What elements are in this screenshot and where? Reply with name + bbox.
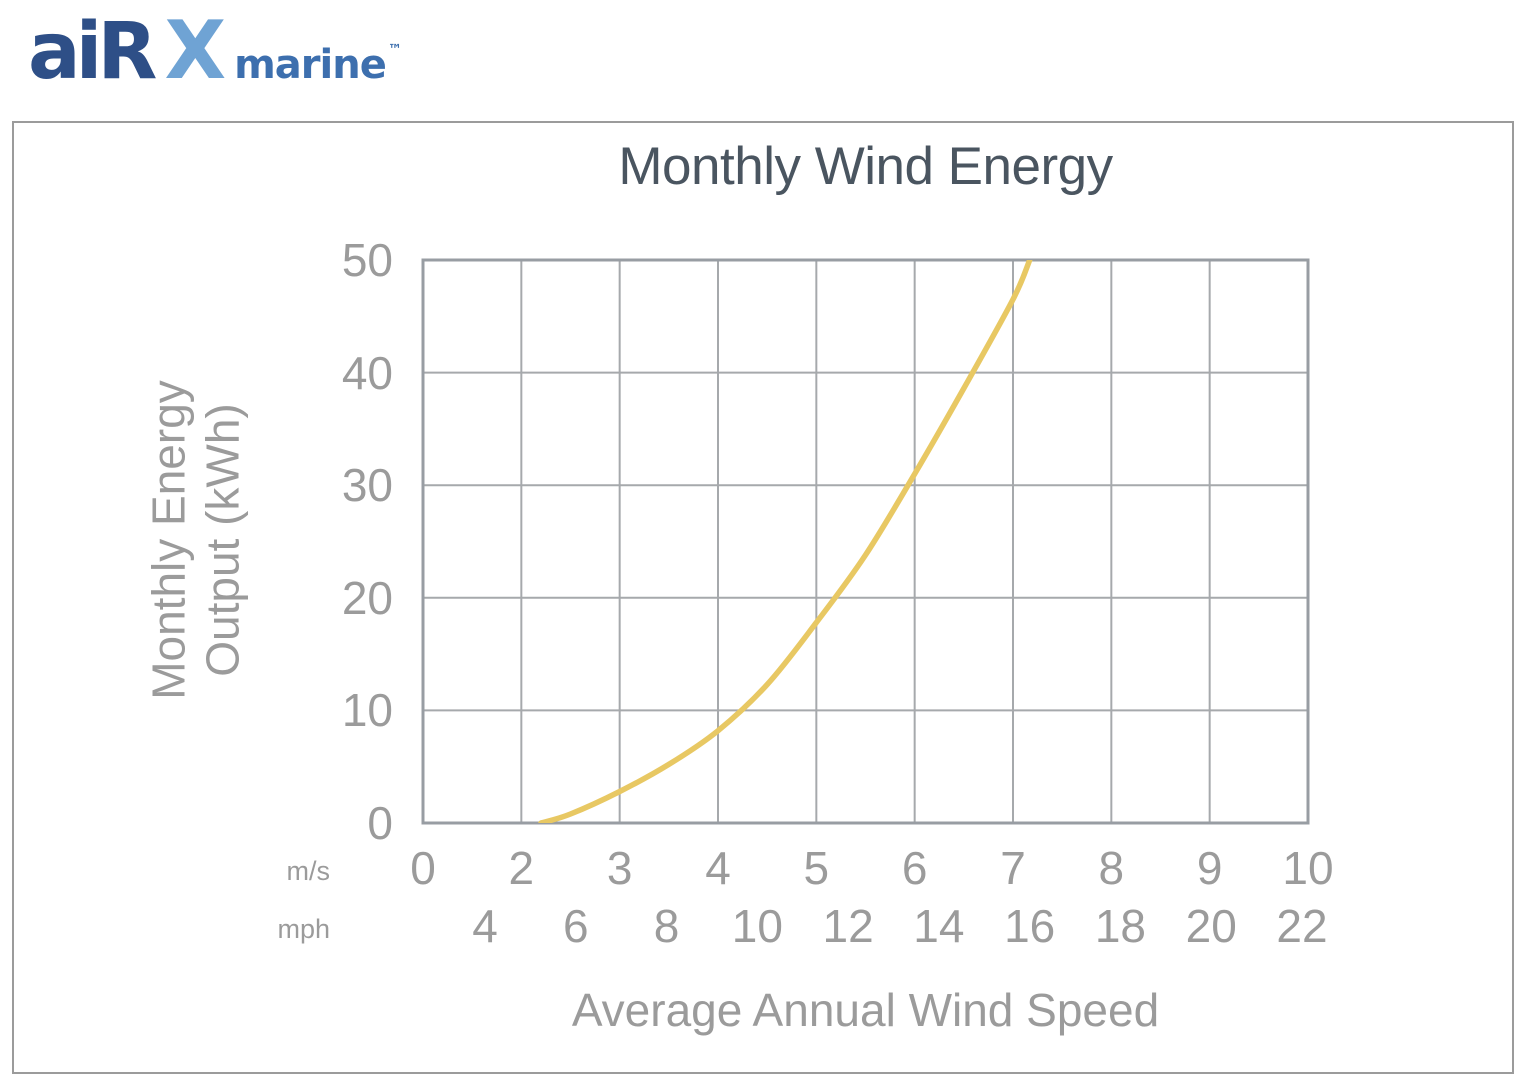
x-tick-label-ms: 0 bbox=[410, 842, 436, 894]
x-tick-label-ms: 6 bbox=[901, 842, 928, 894]
y-tick-label: 10 bbox=[341, 684, 393, 737]
x-tick-label-mph: 6 bbox=[562, 900, 589, 952]
y-tick-label: 50 bbox=[341, 234, 393, 286]
x-tick-label-ms: 10 bbox=[1282, 842, 1334, 894]
x-tick-label-mph: 22 bbox=[1276, 900, 1328, 952]
x-tick-label-mph: 8 bbox=[653, 900, 680, 952]
x-unit-label-ms: m/s bbox=[286, 856, 331, 886]
x-tick-label-ms: 9 bbox=[1196, 842, 1223, 894]
y-tick-label: 40 bbox=[341, 346, 393, 399]
x-tick-label-mph: 12 bbox=[822, 900, 874, 952]
logo-text-air: aiR bbox=[28, 7, 157, 97]
chart-title: Monthly Wind Energy bbox=[618, 137, 1113, 196]
logo-text-x: X bbox=[164, 4, 227, 97]
x-tick-label-mph: 4 bbox=[472, 900, 498, 952]
y-tick-label: 0 bbox=[367, 797, 393, 849]
y-tick-label: 30 bbox=[341, 459, 393, 512]
x-tick-label-ms: 4 bbox=[705, 842, 731, 894]
x-tick-label-ms: 3 bbox=[606, 842, 633, 894]
x-unit-label-mph: mph bbox=[277, 914, 330, 944]
x-tick-label-ms: 2 bbox=[508, 842, 535, 894]
x-tick-label-ms: 5 bbox=[803, 842, 830, 894]
x-axis-title: Average Annual Wind Speed bbox=[571, 984, 1160, 1036]
x-tick-label-mph: 10 bbox=[731, 900, 783, 952]
x-tick-label-ms: 8 bbox=[1098, 842, 1125, 894]
x-tick-label-mph: 18 bbox=[1094, 900, 1147, 952]
x-tick-label-mph: 20 bbox=[1185, 900, 1237, 952]
x-tick-label-mph: 16 bbox=[1004, 900, 1056, 952]
logo-text-marine: marine bbox=[234, 42, 387, 88]
y-axis-label: Monthly Energy Output (kWh) bbox=[142, 380, 249, 700]
x-tick-label-mph: 14 bbox=[913, 900, 965, 952]
y-tick-label: 20 bbox=[341, 571, 393, 624]
x-tick-label-ms: 7 bbox=[1000, 842, 1026, 894]
logo-trademark: ™ bbox=[387, 42, 402, 58]
airx-marine-logo: aiR X marine ™ bbox=[28, 4, 402, 97]
